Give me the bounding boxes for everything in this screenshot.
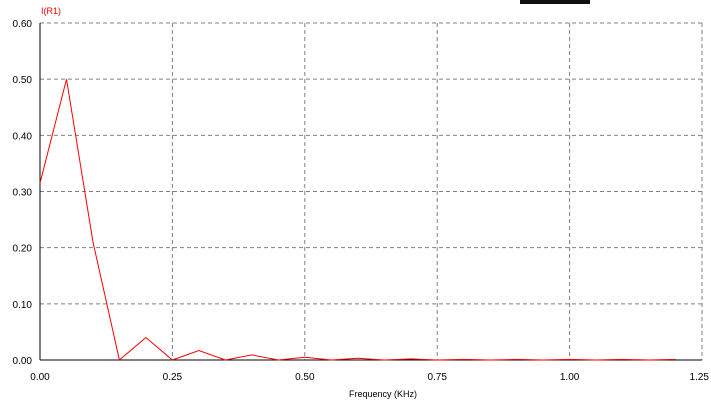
y-tick-label: 0.30: [13, 188, 33, 199]
x-tick-label: 1.00: [560, 372, 580, 383]
y-tick-label: 0.20: [13, 244, 33, 255]
series-name-label: I(R1): [41, 6, 61, 16]
series-line: [39, 79, 676, 361]
x-tick-label: 0.75: [427, 372, 447, 383]
y-tick-label: 0.10: [13, 300, 33, 311]
series-group: [39, 79, 676, 361]
y-tick-label: 0.50: [13, 75, 33, 86]
x-tick-label: 1.25: [690, 372, 710, 383]
x-tick-label: 0.50: [295, 372, 315, 383]
y-tick-label: 0.40: [13, 131, 33, 142]
x-axis-label: Frequency (KHz): [349, 389, 417, 399]
grid: [40, 22, 703, 360]
tick-labels: 0.00 0.10 0.20 0.30 0.40 0.50 0.60 0.00 0.25 0.50…: [13, 19, 710, 383]
top-right-marker: [520, 0, 590, 4]
y-tick-label: 0.60: [13, 19, 33, 30]
x-tick-label: 0.00: [30, 372, 50, 383]
y-tick-label: 0.00: [13, 356, 33, 367]
x-tick-label: 0.25: [163, 372, 183, 383]
